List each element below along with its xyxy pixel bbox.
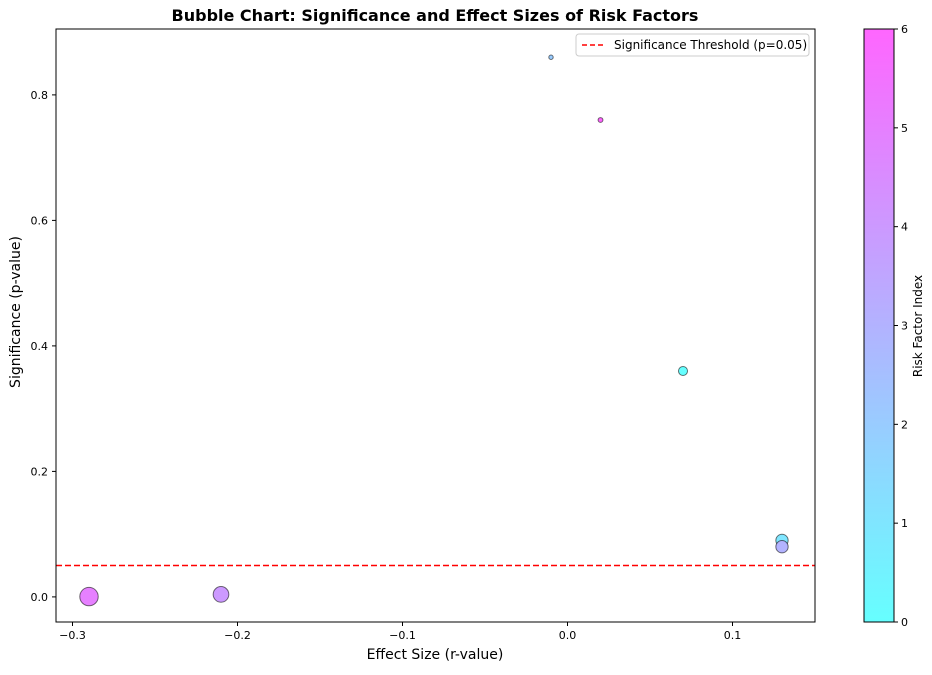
x-tick-label: 0.0 bbox=[559, 629, 577, 642]
legend-box bbox=[575, 33, 810, 57]
y-axis: 0.0 0.2 0.4 0.6 0.8 bbox=[31, 89, 56, 604]
bubble-point-6 bbox=[597, 117, 604, 123]
bubble-point-0 bbox=[677, 365, 689, 377]
colorbar-tick-label: 1 bbox=[901, 517, 908, 530]
colorbar-gradient bbox=[863, 28, 895, 623]
y-tick-label: 0.4 bbox=[31, 340, 49, 353]
bubble-point-2 bbox=[548, 54, 554, 60]
plot-frame bbox=[55, 28, 816, 623]
colorbar-tick-label: 0 bbox=[901, 616, 908, 629]
bubble-point-4 bbox=[212, 586, 230, 603]
y-tick-label: 0.0 bbox=[31, 591, 49, 604]
y-tick-label: 0.8 bbox=[31, 89, 49, 102]
y-tick-label: 0.2 bbox=[31, 465, 49, 478]
bubble-point-5 bbox=[79, 586, 99, 607]
colorbar-tick-label: 5 bbox=[901, 122, 908, 135]
colorbar-label: Risk Factor Index bbox=[911, 275, 925, 377]
x-axis-label: Effect Size (r-value) bbox=[367, 647, 504, 663]
colorbar-tick-label: 2 bbox=[901, 418, 908, 431]
x-tick-label: −0.1 bbox=[389, 629, 416, 642]
y-tick-label: 0.6 bbox=[31, 214, 49, 227]
y-axis-label: Significance (p-value) bbox=[8, 236, 24, 388]
legend: Significance Threshold (p=0.05) bbox=[575, 33, 810, 57]
colorbar-tick-label: 6 bbox=[901, 23, 908, 36]
chart-title: Bubble Chart: Significance and Effect Si… bbox=[172, 6, 699, 25]
bubble-point-3 bbox=[775, 540, 789, 554]
colorbar-tick-label: 3 bbox=[901, 320, 908, 333]
x-tick-label: −0.3 bbox=[59, 629, 86, 642]
plot-area bbox=[55, 28, 816, 623]
colorbar: 0 1 2 3 4 5 6 Risk Factor Index bbox=[863, 23, 925, 629]
colorbar-tick-label: 4 bbox=[901, 221, 908, 234]
x-axis: −0.3 −0.2 −0.1 0.0 0.1 bbox=[59, 622, 741, 642]
legend-threshold-label: Significance Threshold (p=0.05) bbox=[614, 38, 807, 52]
x-tick-label: −0.2 bbox=[224, 629, 251, 642]
x-tick-label: 0.1 bbox=[724, 629, 742, 642]
